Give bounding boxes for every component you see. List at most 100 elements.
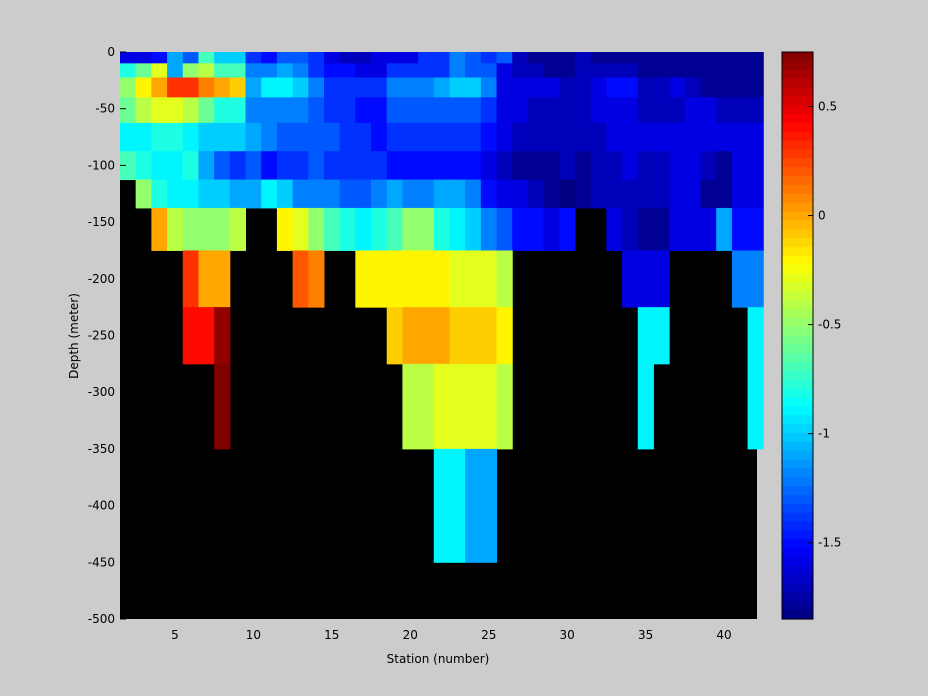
heatmap-cell	[276, 77, 294, 98]
colorbar-band	[782, 140, 813, 151]
heatmap-cell	[261, 122, 278, 152]
colorbar-band	[782, 326, 813, 337]
heatmap-cell	[480, 151, 498, 181]
heatmap-cell	[323, 97, 341, 124]
heatmap-cell	[355, 151, 372, 181]
colorbar-band	[782, 317, 813, 328]
colorbar-tick-label: -1.5	[818, 536, 841, 550]
y-tick-label: -50	[95, 102, 115, 116]
colorbar-band	[782, 601, 813, 611]
heatmap-cell	[747, 122, 764, 152]
heatmap-cell	[214, 363, 231, 450]
heatmap-cell	[512, 77, 529, 98]
heatmap-cell	[182, 250, 199, 308]
colorbar-band	[782, 441, 813, 452]
heatmap-cell	[371, 122, 388, 152]
x-tick-label: 25	[481, 628, 496, 642]
heatmap-cell	[716, 151, 733, 181]
heatmap-cell	[449, 122, 466, 152]
heatmap-cell	[684, 179, 702, 209]
heatmap-cell	[276, 207, 294, 251]
heatmap-cell	[669, 63, 686, 79]
heatmap-cell	[245, 63, 262, 79]
heatmap-cell	[386, 63, 403, 79]
heatmap-cell	[323, 77, 341, 98]
heatmap-cell	[292, 151, 309, 181]
heatmap-cell	[747, 307, 764, 365]
heatmap-cell	[214, 207, 231, 251]
heatmap-cell	[465, 448, 482, 563]
colorbar-band	[782, 60, 813, 71]
heatmap-cell	[418, 179, 435, 209]
heatmap-cell	[653, 63, 670, 79]
colorbar-band	[782, 397, 813, 407]
colorbar-band	[782, 406, 813, 416]
heatmap-cell	[308, 122, 325, 152]
heatmap-cell	[590, 63, 607, 79]
y-axis: 0 -50 -100 -150 -200 -250 -300 -350 -400 -450 -500	[88, 45, 126, 626]
heatmap-cell	[684, 63, 702, 79]
heatmap-cell	[355, 207, 372, 251]
colorbar-band	[782, 167, 813, 177]
heatmap-cell	[590, 97, 607, 124]
heatmap-cell	[198, 179, 215, 209]
heatmap-cell	[120, 52, 137, 64]
x-tick-label: 35	[638, 628, 653, 642]
heatmap-cell	[402, 122, 419, 152]
colorbar-band	[782, 131, 813, 142]
heatmap-cell	[308, 179, 325, 209]
colorbar-band	[782, 282, 813, 292]
heatmap-cell	[559, 151, 576, 181]
heatmap-cell	[182, 207, 199, 251]
heatmap-cell	[684, 52, 702, 64]
heatmap-cell	[292, 122, 309, 152]
heatmap-cell	[637, 63, 654, 79]
heatmap-cell	[465, 77, 482, 98]
heatmap-cell	[637, 97, 654, 124]
heatmap-cell	[700, 97, 717, 124]
colorbar-bands	[782, 52, 813, 620]
heatmap-cell	[214, 97, 231, 124]
heatmap-cell	[198, 77, 215, 98]
heatmap-cell	[261, 151, 278, 181]
colorbar-band	[782, 273, 813, 283]
heatmap-cell	[292, 97, 309, 124]
heatmap-cell	[622, 250, 639, 308]
heatmap-cell	[308, 52, 325, 64]
heatmap-cell	[402, 52, 419, 64]
heatmap-cell	[308, 151, 325, 181]
heatmap-cell	[198, 63, 215, 79]
heatmap-cell	[292, 63, 309, 79]
heatmap-cell	[135, 77, 152, 98]
heatmap-cell	[198, 207, 215, 251]
heatmap-cell	[229, 151, 247, 181]
heatmap-cell	[465, 122, 482, 152]
heatmap-cell	[418, 63, 435, 79]
heatmap-cell	[151, 179, 168, 209]
heatmap-cell	[433, 179, 450, 209]
heatmap-cell	[323, 179, 341, 209]
heatmap-cell	[402, 179, 419, 209]
heatmap-cell	[198, 250, 215, 308]
heatmap-cell	[575, 151, 592, 181]
heatmap-cell	[512, 151, 529, 181]
heatmap-cell	[465, 151, 482, 181]
heatmap-cell	[135, 179, 152, 209]
heatmap-cell	[465, 250, 482, 308]
heatmap-cell	[245, 151, 262, 181]
heatmap-cell	[637, 179, 654, 209]
heatmap-cell	[731, 151, 749, 181]
colorbar: 0.5 0 -0.5 -1 -1.5	[781, 51, 841, 620]
heatmap-cell	[527, 63, 545, 79]
heatmap-cell	[496, 363, 513, 450]
heatmap-cell	[371, 179, 388, 209]
colorbar-band	[782, 52, 813, 62]
heatmap-cell	[480, 448, 498, 563]
y-tick-label: 0	[107, 45, 115, 59]
heatmap-cell	[433, 151, 450, 181]
heatmap-cell	[653, 207, 670, 251]
colorbar-band	[782, 264, 813, 275]
colorbar-band	[782, 238, 813, 248]
y-tick-label: -250	[88, 329, 115, 343]
